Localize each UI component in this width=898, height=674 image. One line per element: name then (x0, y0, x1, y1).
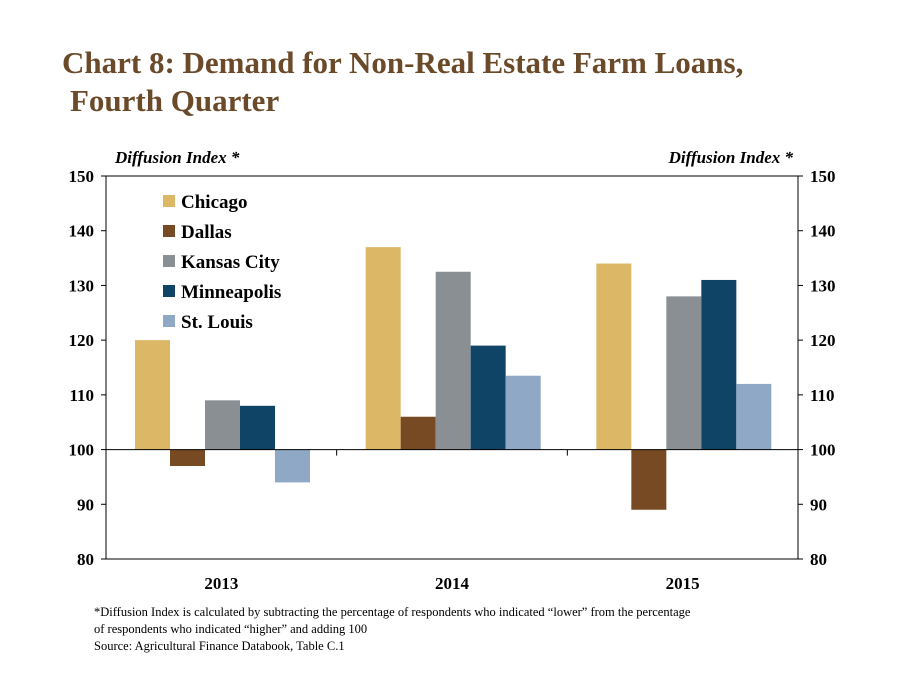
bar-kansas-city-2014 (435, 271, 471, 450)
footnote-line-1: *Diffusion Index is calculated by subtra… (94, 605, 691, 619)
legend-label-chicago: Chicago (181, 192, 248, 213)
legend-label-minneapolis: Minneapolis (181, 282, 281, 303)
footnote-line-2: of respondents who indicated “higher” an… (94, 622, 368, 636)
y-tick-label-right: 130 (810, 276, 836, 295)
y-tick-label-left: 110 (69, 386, 94, 405)
legend-swatch-st-louis (163, 315, 175, 327)
y-tick-label-right: 140 (810, 222, 836, 241)
bar-minneapolis-2013 (240, 405, 275, 450)
x-category-label: 2013 (204, 574, 238, 593)
bar-chicago-2015 (596, 263, 632, 450)
bar-st-louis-2013 (275, 449, 310, 483)
legend-swatch-chicago (163, 195, 175, 207)
bar-kansas-city-2013 (205, 400, 240, 450)
bar-dallas-2014 (400, 416, 436, 450)
y-axis-title-left: Diffusion Index * (114, 148, 240, 167)
y-tick-label-left: 90 (77, 495, 94, 514)
y-tick-label-left: 140 (69, 222, 95, 241)
bar-chicago-2013 (135, 340, 170, 450)
y-tick-label-left: 120 (69, 331, 95, 350)
y-tick-label-right: 100 (810, 441, 836, 460)
chart-title-line-2: Fourth Quarter (70, 83, 280, 118)
bar-minneapolis-2014 (470, 345, 506, 450)
chart-title-line-1: Chart 8: Demand for Non-Real Estate Farm… (62, 45, 744, 80)
bar-dallas-2013 (170, 449, 205, 466)
legend-swatch-dallas (163, 225, 175, 237)
bar-dallas-2015 (631, 449, 667, 510)
y-axis-title-right: Diffusion Index * (668, 148, 794, 167)
chart-title: Chart 8: Demand for Non-Real Estate Farm… (62, 44, 882, 120)
bar-kansas-city-2015 (666, 296, 702, 450)
plot-area: 80 80 90 90 100 100 110 110 120 120 130 130 140 140 15… (69, 148, 836, 593)
y-tick-label-right: 120 (810, 331, 836, 350)
legend-label-kansas-city: Kansas City (181, 252, 280, 273)
bar-st-louis-2015 (736, 383, 772, 450)
bar-minneapolis-2015 (701, 279, 737, 450)
y-tick-label-right: 150 (810, 167, 836, 186)
y-tick-label-right: 80 (810, 550, 827, 569)
source-note: Source: Agricultural Finance Databook, T… (94, 639, 345, 653)
x-category-label: 2014 (435, 574, 470, 593)
bar-chicago-2014 (365, 247, 401, 450)
y-tick-label-left: 80 (77, 550, 94, 569)
plot-frame (105, 175, 799, 560)
y-tick-label-right: 110 (810, 386, 835, 405)
x-category-label: 2015 (666, 574, 700, 593)
legend-label-st-louis: St. Louis (181, 312, 253, 333)
legend-swatch-kansas-city (163, 255, 175, 267)
legend-label-dallas: Dallas (181, 222, 232, 243)
footnote: *Diffusion Index is calculated by subtra… (94, 604, 854, 655)
bar-st-louis-2014 (505, 375, 541, 450)
y-tick-label-right: 90 (810, 495, 827, 514)
y-tick-label-left: 150 (69, 167, 95, 186)
legend-swatch-minneapolis (163, 285, 175, 297)
y-tick-label-left: 130 (69, 276, 95, 295)
y-tick-label-left: 100 (69, 441, 95, 460)
